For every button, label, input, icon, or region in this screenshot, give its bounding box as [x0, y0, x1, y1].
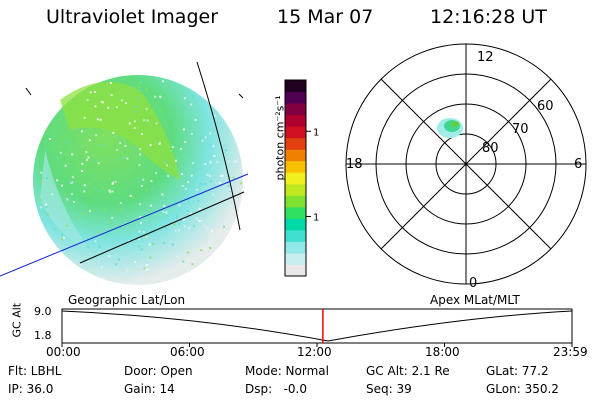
uv-earth-image	[0, 61, 249, 285]
colorbar-swatch	[285, 252, 306, 265]
status-mode: Mode: Normal	[245, 364, 329, 378]
mlt-label-6: 6	[574, 157, 582, 172]
colorbar-swatch	[285, 160, 306, 173]
meridian-diag-2	[380, 78, 552, 250]
mlt-label-0: 0	[469, 276, 477, 290]
colorbar-swatch	[285, 229, 306, 242]
geographic-grid-line	[0, 173, 249, 277]
colorbar-swatch	[285, 195, 306, 208]
colorbar-tick-label: 10	[313, 212, 320, 223]
colorbar-swatch	[285, 183, 306, 196]
lat-label-70: 70	[512, 122, 529, 137]
instrument-title: Ultraviolet Imager	[46, 6, 219, 28]
magnetic-grid-line	[79, 191, 245, 264]
colorbar-swatch	[285, 80, 306, 93]
colorbar: 100 10	[284, 79, 320, 277]
colorbar-swatch	[285, 218, 306, 231]
auroral-blob	[437, 118, 463, 138]
colorbar-swatch	[285, 103, 306, 116]
timeline-plot	[61, 308, 573, 347]
x-tick-0000: 00:00	[46, 345, 81, 359]
colorbar-swatch	[285, 241, 306, 254]
edge-tick-mark	[25, 87, 32, 96]
terminator-line	[196, 61, 241, 231]
timeline-y-tick-bottom: 1.8	[34, 329, 52, 342]
mlt-label-12: 12	[477, 50, 494, 65]
status-filter: Flt: LBHL	[8, 364, 62, 378]
status-ip: IP: 36.0	[8, 382, 54, 396]
status-dsp: Dsp: -0.0	[245, 382, 308, 396]
status-glat: GLat: 77.2	[486, 364, 549, 378]
colorbar-swatch	[285, 91, 306, 104]
colorbar-swatch	[285, 126, 306, 139]
status-gc-alt: GC Alt: 2.1 Re	[366, 364, 450, 378]
x-tick-1200: 12:00	[297, 345, 332, 359]
time-label: 12:16:28 UT	[430, 6, 547, 28]
colorbar-ticks: 100 10	[306, 127, 320, 223]
colorbar-swatch	[285, 206, 306, 219]
image-speckle	[39, 80, 242, 272]
timeline-y-axis-label: GC Alt	[10, 302, 24, 338]
altitude-curve	[61, 310, 573, 342]
status-door: Door: Open	[124, 364, 193, 378]
colorbar-frame	[284, 79, 307, 277]
colorbar-swatch	[285, 172, 306, 185]
timeline-right-label: Apex MLat/MLT	[430, 293, 520, 307]
status-glon: GLon: 350.2	[486, 382, 559, 396]
timeline-frame	[61, 308, 573, 344]
lat-label-80: 80	[482, 141, 499, 156]
disk-edge-region	[40, 150, 90, 250]
timeline-left-label: Geographic Lat/Lon	[68, 293, 186, 307]
x-tick-2359: 23:59	[553, 345, 588, 359]
x-tick-1800: 18:00	[425, 345, 460, 359]
colorbar-swatches	[285, 80, 306, 277]
mlt-label-18: 18	[346, 157, 363, 172]
polar-plot: 12 18 6 0 60 70 80	[345, 43, 587, 290]
colorbar-swatch	[285, 137, 306, 150]
timeline-x-ticks	[61, 343, 573, 347]
edge-tick-mark	[238, 93, 244, 99]
timeline-y-tick-top: 9.0	[34, 305, 52, 318]
colorbar-swatch	[285, 114, 306, 127]
status-seq: Seq: 39	[366, 382, 412, 396]
colorbar-swatch	[285, 264, 306, 277]
auroral-oval-region	[60, 82, 180, 180]
x-tick-0600: 06:00	[170, 345, 205, 359]
colorbar-tick-label: 100	[313, 127, 320, 138]
status-gain: Gain: 14	[124, 382, 175, 396]
lat-label-60: 60	[537, 99, 554, 114]
colorbar-swatch	[285, 149, 306, 162]
date-label: 15 Mar 07	[277, 6, 374, 28]
colorbar-label: photon cm⁻²s⁻¹	[273, 95, 287, 181]
